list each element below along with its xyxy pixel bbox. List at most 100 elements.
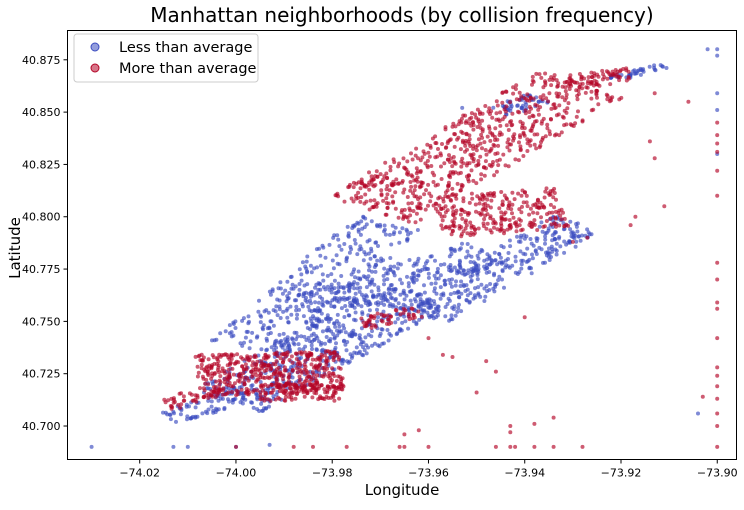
data-point	[543, 71, 548, 76]
data-point	[568, 73, 573, 78]
data-point	[297, 374, 302, 379]
data-point	[491, 105, 496, 110]
data-point	[481, 221, 486, 226]
data-point	[290, 375, 295, 380]
data-point	[185, 417, 189, 422]
data-point	[276, 395, 281, 400]
data-point	[450, 186, 455, 191]
data-point	[564, 92, 569, 97]
data-point	[396, 164, 401, 169]
data-point	[330, 298, 335, 303]
data-point	[493, 444, 498, 449]
data-point	[355, 281, 360, 286]
data-point	[379, 318, 384, 323]
data-point	[384, 196, 389, 201]
data-point	[397, 444, 402, 449]
legend-box	[73, 33, 259, 83]
data-point	[506, 203, 511, 208]
data-point	[488, 148, 493, 153]
data-point	[418, 202, 423, 207]
data-point	[589, 96, 594, 101]
data-point	[416, 273, 421, 278]
data-point	[607, 72, 612, 76]
data-point	[508, 430, 513, 435]
data-point	[309, 343, 314, 348]
data-point	[257, 298, 261, 303]
data-point	[276, 286, 281, 291]
data-point	[449, 284, 454, 289]
y-tick-label: 40.825	[22, 158, 61, 171]
data-point	[376, 244, 380, 248]
data-point	[471, 127, 476, 132]
data-point	[520, 106, 525, 110]
data-point	[397, 230, 402, 235]
data-point	[562, 216, 567, 221]
data-point	[371, 294, 376, 299]
data-point	[216, 387, 221, 392]
data-point	[375, 307, 379, 312]
data-point	[488, 262, 493, 267]
data-point	[503, 210, 508, 215]
data-point	[488, 205, 493, 210]
data-point	[330, 366, 335, 371]
data-point	[401, 306, 406, 311]
data-point	[393, 225, 398, 230]
data-point	[474, 148, 479, 153]
data-point	[573, 80, 578, 85]
data-point	[715, 47, 720, 52]
data-point	[400, 226, 405, 231]
data-point	[408, 230, 413, 235]
data-point	[463, 120, 468, 125]
data-point	[274, 345, 279, 350]
data-point	[521, 251, 526, 256]
data-point	[364, 351, 369, 356]
data-point	[259, 347, 264, 352]
data-point	[548, 202, 553, 207]
data-point	[561, 115, 566, 120]
data-point	[401, 190, 406, 195]
data-point	[555, 84, 560, 89]
data-point	[255, 397, 260, 402]
data-point	[416, 428, 421, 433]
data-point	[414, 171, 419, 176]
data-point	[210, 338, 214, 343]
data-point	[313, 300, 318, 305]
data-point	[476, 117, 481, 122]
data-point	[283, 398, 288, 403]
data-point	[422, 309, 426, 314]
data-point	[281, 309, 286, 314]
data-point	[400, 180, 404, 185]
data-point	[322, 353, 327, 358]
data-point	[535, 132, 540, 137]
data-point	[294, 308, 299, 313]
data-point	[347, 313, 352, 318]
data-point	[474, 209, 478, 214]
data-point	[495, 151, 500, 156]
y-axis-label: Latitude	[6, 217, 24, 279]
data-point	[510, 202, 515, 207]
data-point	[454, 279, 458, 284]
data-point	[384, 271, 389, 276]
data-point	[513, 254, 518, 259]
data-point	[367, 207, 372, 212]
data-point	[214, 379, 218, 384]
data-point	[463, 226, 468, 231]
data-point	[287, 291, 292, 295]
data-point	[564, 222, 569, 227]
data-point	[530, 78, 535, 83]
data-point	[287, 358, 292, 362]
data-point	[624, 68, 629, 73]
data-point	[576, 92, 581, 96]
data-point	[715, 277, 720, 282]
data-point	[494, 117, 499, 122]
data-point	[283, 383, 288, 388]
data-point	[585, 235, 590, 240]
data-point	[415, 228, 420, 232]
data-point	[554, 252, 559, 257]
data-point	[525, 246, 530, 251]
data-point	[347, 359, 352, 364]
data-point	[589, 232, 594, 237]
data-point	[715, 444, 720, 449]
data-point	[181, 394, 186, 399]
